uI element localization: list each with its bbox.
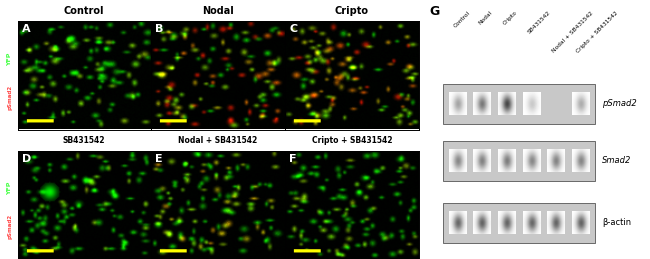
Text: YFP: YFP	[7, 182, 12, 195]
Text: Cripto + SB431542: Cripto + SB431542	[312, 136, 392, 145]
Text: G: G	[429, 5, 439, 18]
Text: D: D	[21, 154, 31, 164]
Bar	[443, 140, 595, 181]
Text: β-actin: β-actin	[602, 218, 631, 227]
Text: Nodal: Nodal	[477, 10, 493, 26]
Text: E: E	[155, 154, 163, 164]
Text: pSmad2: pSmad2	[7, 84, 12, 110]
Text: Nodal + SB431542: Nodal + SB431542	[179, 136, 257, 145]
Text: C: C	[289, 25, 298, 34]
Text: Cripto: Cripto	[335, 6, 369, 16]
Text: Nodal + SB431542: Nodal + SB431542	[551, 10, 594, 54]
Text: Cripto + SB431542: Cripto + SB431542	[576, 10, 619, 54]
Text: A: A	[21, 25, 30, 34]
Text: F: F	[289, 154, 297, 164]
Text: Control: Control	[452, 10, 471, 29]
Text: Smad2: Smad2	[602, 156, 632, 165]
Text: SB431542: SB431542	[526, 10, 551, 35]
Text: pSmad2: pSmad2	[7, 214, 12, 239]
Bar	[443, 203, 595, 243]
Text: pSmad2: pSmad2	[602, 99, 637, 108]
Text: Cripto: Cripto	[502, 10, 518, 26]
Text: Control: Control	[64, 6, 105, 16]
Text: B: B	[155, 25, 164, 34]
Text: YFP: YFP	[7, 52, 12, 66]
Bar	[443, 83, 595, 124]
Text: SB431542: SB431542	[63, 136, 105, 145]
Text: Nodal: Nodal	[202, 6, 234, 16]
